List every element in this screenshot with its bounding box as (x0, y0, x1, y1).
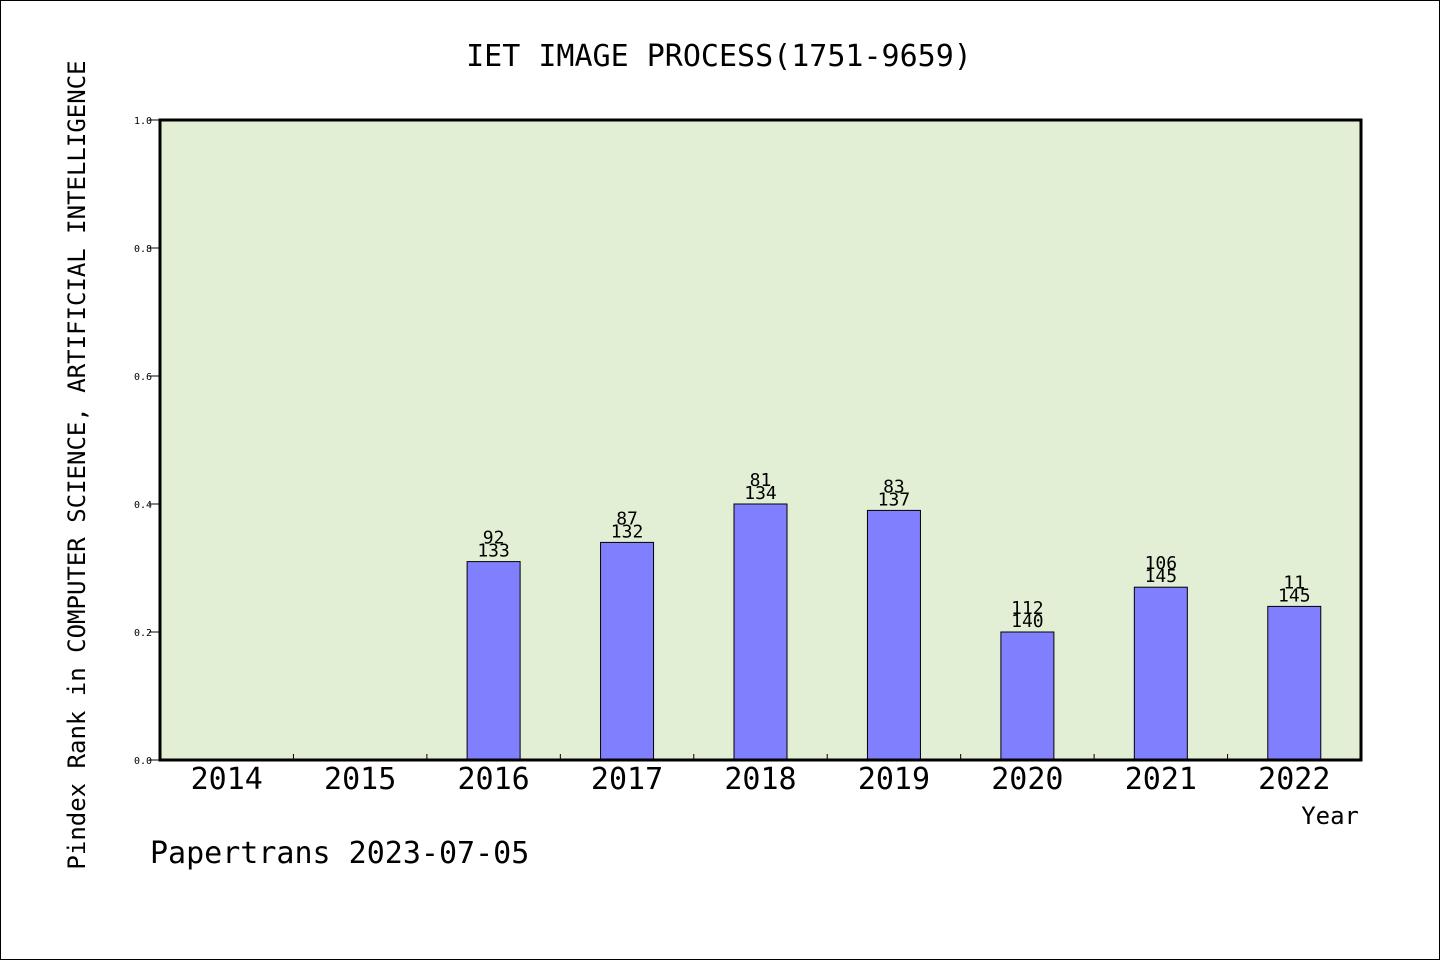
y-tick-label: 1.0 (134, 116, 152, 127)
x-tick-label: 2014 (191, 762, 263, 797)
x-tick-label: 2019 (858, 762, 930, 797)
y-axis-label: Pindex Rank in COMPUTER SCIENCE, ARTIFIC… (63, 60, 91, 869)
y-tick-label: 0.6 (134, 372, 152, 383)
bar-label-top: 83 (883, 476, 905, 497)
bar (733, 503, 788, 761)
bar-label-top: 81 (750, 470, 772, 491)
x-tick-label: 2021 (1125, 762, 1197, 797)
bar-label-bottom: 145 (1278, 585, 1311, 606)
chart-title: IET IMAGE PROCESS(1751-9659) (466, 39, 972, 74)
bar-label-top: 112 (1011, 598, 1044, 619)
bar (600, 541, 655, 761)
bar-label-top: 106 (1145, 553, 1178, 574)
y-tick-label: 0.4 (134, 500, 152, 511)
x-tick-label: 2022 (1258, 762, 1330, 797)
bar-label-bottom: 137 (878, 489, 911, 510)
x-tick-label: 2020 (991, 762, 1063, 797)
bar (1133, 586, 1188, 761)
ticks-group: 0.0 0.2 0.4 0.6 0.8 1.0 2014 2015 2016 2017 2018 20… (134, 116, 1330, 797)
y-tick-label: 0.8 (134, 244, 152, 255)
y-tick-label: 0.0 (134, 756, 152, 767)
bar-label-bottom: 140 (1011, 611, 1044, 632)
x-tick-label: 2016 (457, 762, 529, 797)
bar (1000, 631, 1055, 761)
plot-border (158, 118, 1363, 762)
bar-label-bottom: 133 (477, 541, 510, 562)
bar (866, 509, 921, 761)
bar-label-bottom: 134 (744, 483, 777, 504)
x-tick-label: 2017 (591, 762, 663, 797)
x-tick-label: 2018 (724, 762, 796, 797)
bar-label-top: 92 (483, 528, 505, 549)
bar-label-top: 11 (1283, 572, 1305, 593)
y-tick-label: 0.2 (134, 628, 152, 639)
bar-label-bottom: 132 (611, 521, 644, 542)
bar (1267, 605, 1322, 761)
bar (466, 561, 521, 761)
footer-text: Papertrans 2023-07-05 (150, 836, 529, 871)
bar-label-top: 87 (616, 508, 638, 529)
x-axis-label: Year (1301, 802, 1359, 830)
x-tick-label: 2015 (324, 762, 396, 797)
bar-label-bottom: 145 (1145, 566, 1178, 587)
